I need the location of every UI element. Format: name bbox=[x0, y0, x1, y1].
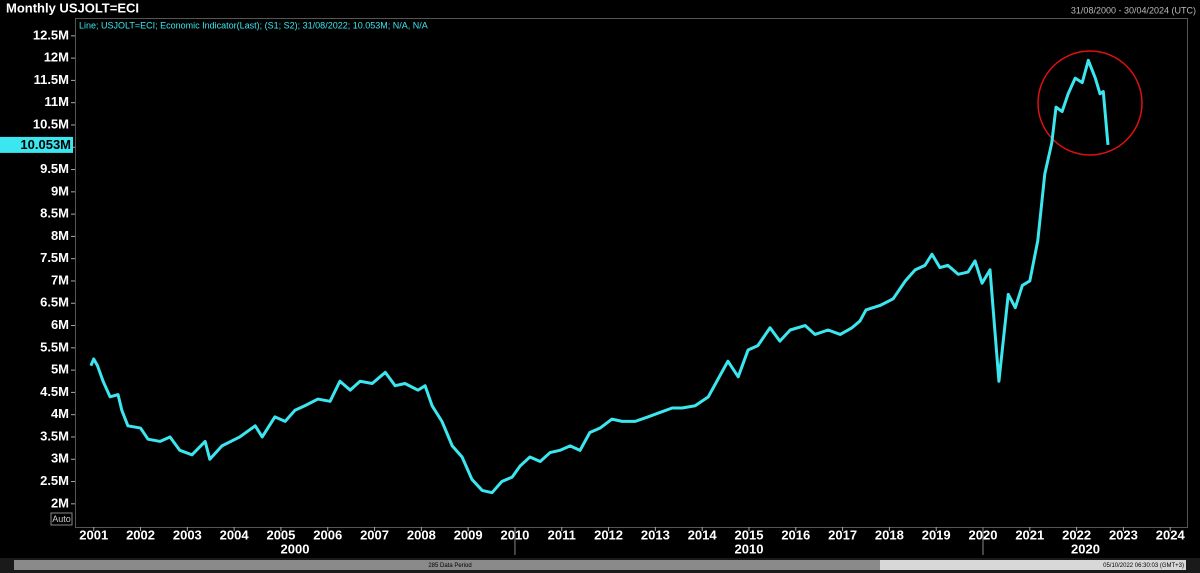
x-tick-label: 2024 bbox=[1156, 527, 1186, 542]
current-value-label: 10.053M bbox=[20, 137, 71, 152]
timestamp: 05/10/2022 06:30:03 (GMT+3) bbox=[1103, 563, 1184, 569]
x-tick-label: 2022 bbox=[1062, 527, 1091, 542]
x-tick-label: 2005 bbox=[266, 527, 295, 542]
x-group-label: 2010 bbox=[735, 541, 764, 556]
x-tick-label: 2023 bbox=[1109, 527, 1138, 542]
data-line bbox=[89, 58, 1110, 495]
y-tick-label: 2M bbox=[51, 495, 69, 510]
x-tick-label: 2018 bbox=[875, 527, 904, 542]
date-range: 31/08/2000 - 30/04/2024 (UTC) bbox=[1071, 5, 1196, 15]
x-tick-label: 2017 bbox=[828, 527, 857, 542]
auto-label: Auto bbox=[52, 514, 71, 524]
x-tick-label: 2009 bbox=[454, 527, 483, 542]
y-tick-label: 10.5M bbox=[33, 116, 69, 131]
y-tick-label: 3M bbox=[51, 451, 69, 466]
chart-title: Monthly USJOLT=ECI bbox=[6, 0, 139, 15]
plot-frame bbox=[75, 18, 1188, 528]
x-tick-label: 2012 bbox=[594, 527, 623, 542]
scroll-thumb[interactable] bbox=[14, 560, 880, 570]
y-tick-label: 4.5M bbox=[40, 384, 69, 399]
auto-button[interactable] bbox=[50, 512, 73, 526]
x-tick-label: 2021 bbox=[1015, 527, 1044, 542]
y-tick-label: 12M bbox=[44, 50, 69, 65]
x-tick-label: 2019 bbox=[922, 527, 951, 542]
y-tick-label: 7.5M bbox=[40, 250, 69, 265]
data-period: 285 Data Period bbox=[428, 563, 471, 569]
y-tick-label: 6M bbox=[51, 317, 69, 332]
x-group-label: 2020 bbox=[1071, 541, 1100, 556]
legend-text: Line; USJOLT=ECI; Economic Indicator(Las… bbox=[79, 20, 428, 30]
scroll-track bbox=[880, 560, 1186, 570]
x-tick-label: 2001 bbox=[79, 527, 108, 542]
x-tick-label: 2008 bbox=[407, 527, 436, 542]
current-value-tag bbox=[0, 136, 73, 153]
highlight-circle bbox=[1037, 50, 1143, 156]
x-tick-label: 2002 bbox=[126, 527, 155, 542]
y-tick-label: 7M bbox=[51, 272, 69, 287]
x-tick-label: 2011 bbox=[548, 527, 576, 542]
y-tick-label: 6.5M bbox=[40, 295, 69, 310]
x-tick-label: 2015 bbox=[735, 527, 764, 542]
y-tick-label: 9.5M bbox=[40, 161, 69, 176]
y-tick-label: 5.5M bbox=[40, 339, 69, 354]
x-tick-label: 2007 bbox=[360, 527, 389, 542]
x-tick-label: 2014 bbox=[688, 527, 718, 542]
x-tick-label: 2013 bbox=[641, 527, 670, 542]
y-tick-label: 5M bbox=[51, 362, 69, 377]
y-tick-label: 11M bbox=[44, 94, 69, 109]
x-tick-label: 2016 bbox=[781, 527, 810, 542]
y-tick-label: 11.5M bbox=[34, 72, 69, 87]
y-tick-label: 3.5M bbox=[40, 428, 69, 443]
y-tick-label: 12.5M bbox=[33, 27, 69, 42]
x-tick-label: 2004 bbox=[220, 527, 250, 542]
y-tick-label: 2.5M bbox=[40, 473, 69, 488]
y-tick-label: 4M bbox=[51, 406, 69, 421]
y-tick-label: 8.5M bbox=[40, 206, 69, 221]
x-tick-label: 2003 bbox=[173, 527, 202, 542]
y-tick-label: 9M bbox=[51, 183, 69, 198]
x-tick-label: 2006 bbox=[313, 527, 342, 542]
y-tick-label: 8M bbox=[51, 228, 69, 243]
x-group-label: 2000 bbox=[281, 541, 310, 556]
